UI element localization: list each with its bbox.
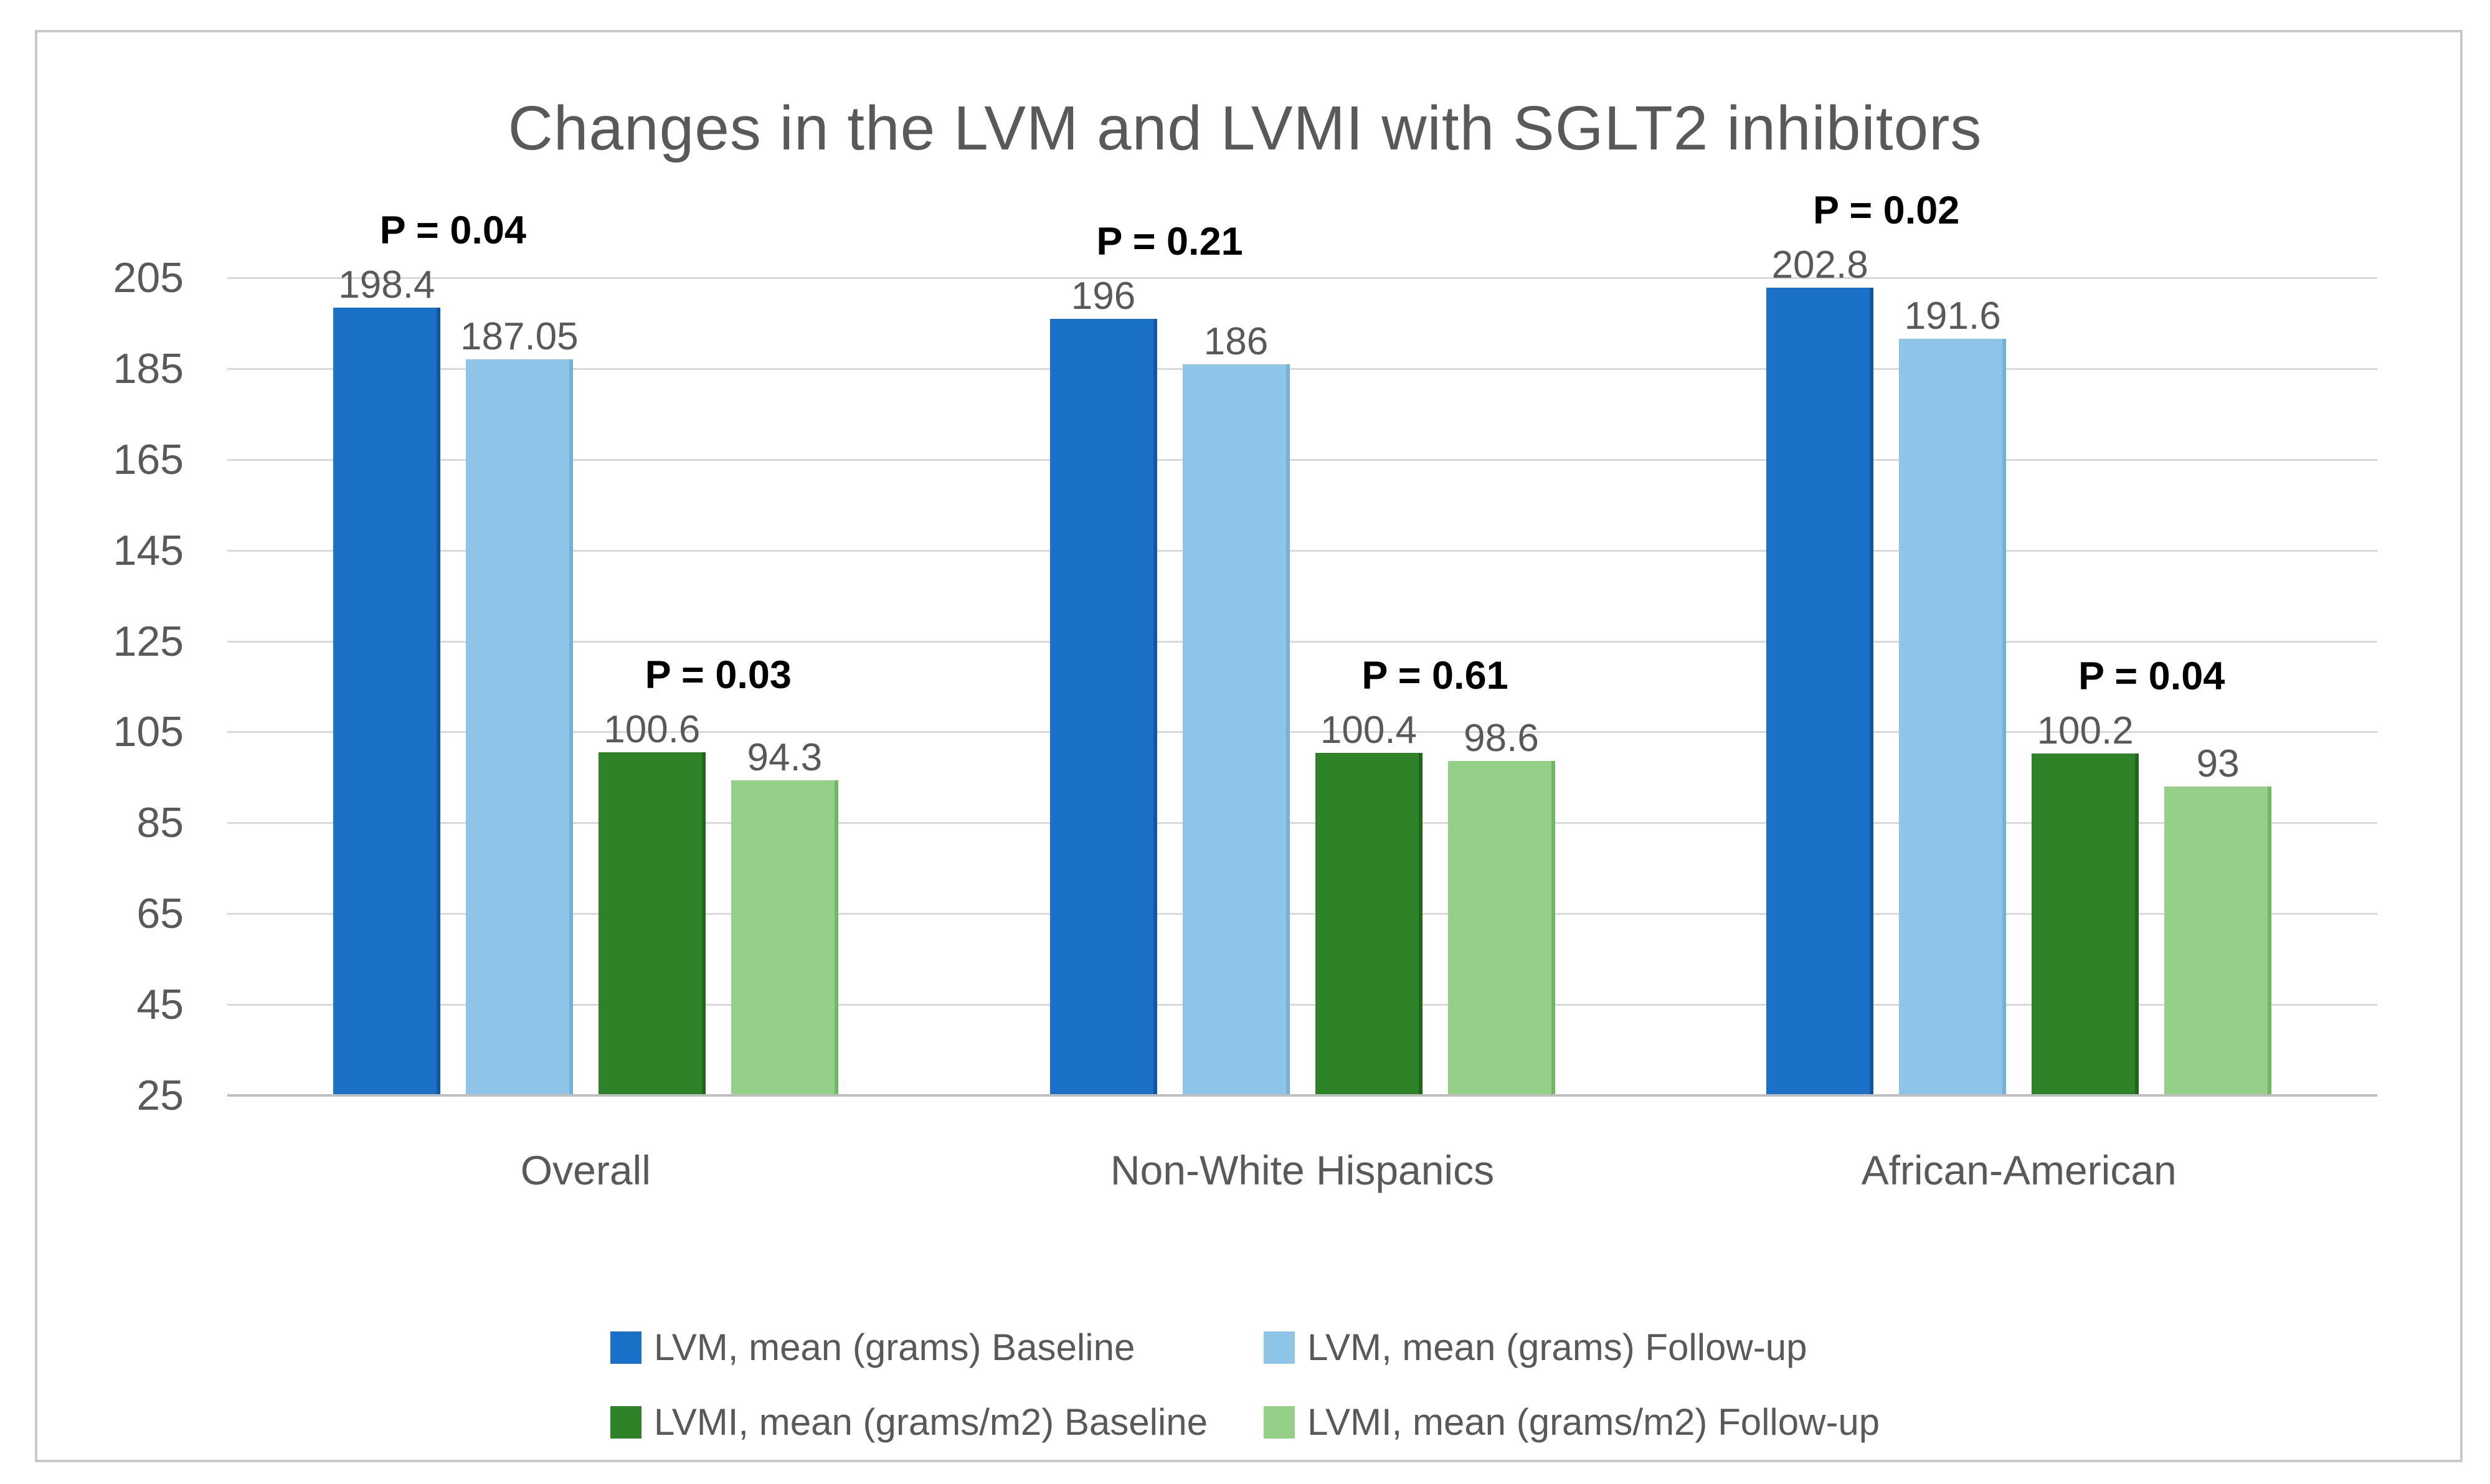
gridline-45 [227, 1004, 2377, 1006]
y-axis-tick-label-185: 185 [113, 344, 184, 392]
bar-value-label-lvmi-mean-grams-m2-follow-up-overall: 94.3 [747, 736, 823, 780]
bar-value-label-lvm-mean-grams-baseline-overall: 198.4 [338, 263, 435, 307]
legend-item-lvm-mean-grams-follow-up: LVM, mean (grams) Follow-up [1264, 1325, 1807, 1370]
legend-item-lvmi-mean-grams-m2-follow-up: LVMI, mean (grams/m2) Follow-up [1264, 1400, 1880, 1445]
legend-label: LVMI, mean (grams/m2) Follow-up [1307, 1401, 1880, 1443]
legend-swatch-icon [610, 1406, 641, 1439]
bar-lvm-mean-grams-follow-up-non-white-hispanics [1182, 364, 1290, 1095]
p-value-lvmi-non-white-hispanics: P = 0.61 [1361, 653, 1508, 697]
bar-lvmi-mean-grams-m2-follow-up-non-white-hispanics [1447, 761, 1555, 1095]
bar-value-label-lvm-mean-grams-follow-up-overall: 187.05 [460, 314, 579, 358]
bar-value-label-lvmi-mean-grams-m2-baseline-african-american: 100.2 [2037, 709, 2134, 753]
p-value-lvm-overall: P = 0.04 [379, 209, 526, 253]
chart-title: Changes in the LVM and LVMI with SGLT2 i… [508, 93, 1982, 163]
y-axis-tick-label-145: 145 [113, 526, 184, 574]
legend-label: LVMI, mean (grams/m2) Baseline [653, 1401, 1208, 1443]
gridline-205 [227, 277, 2377, 279]
legend-label: LVM, mean (grams) Follow-up [1307, 1326, 1807, 1368]
gridline-125 [227, 640, 2377, 643]
gridline-65 [227, 913, 2377, 915]
gridline-165 [227, 458, 2377, 461]
gridline-105 [227, 731, 2377, 734]
x-axis-category-label-non-white-hispanics: Non-White Hispanics [1110, 1147, 1495, 1193]
p-value-lvmi-african-american: P = 0.04 [2078, 655, 2225, 699]
figure-border [35, 30, 2463, 1462]
x-axis-category-label-overall: Overall [520, 1147, 651, 1193]
y-axis-tick-label-65: 65 [136, 890, 184, 938]
legend-swatch-icon [1264, 1406, 1295, 1439]
gridline-145 [227, 549, 2377, 552]
bar-value-label-lvm-mean-grams-follow-up-non-white-hispanics: 186 [1203, 319, 1269, 363]
y-axis-tick-label-85: 85 [136, 799, 184, 847]
p-value-lvmi-overall: P = 0.03 [645, 653, 792, 697]
bar-lvm-mean-grams-baseline-non-white-hispanics [1049, 318, 1157, 1095]
gridline-85 [227, 822, 2377, 825]
legend-label: LVM, mean (grams) Baseline [653, 1326, 1135, 1368]
y-axis-tick-label-105: 105 [113, 708, 184, 756]
bar-value-label-lvm-mean-grams-baseline-african-american: 202.8 [1771, 243, 1868, 287]
bar-value-label-lvmi-mean-grams-m2-baseline-non-white-hispanics: 100.4 [1320, 708, 1418, 752]
y-axis-tick-label-25: 25 [136, 1072, 184, 1119]
bar-value-label-lvmi-mean-grams-m2-follow-up-african-american: 93 [2196, 742, 2240, 785]
bar-value-label-lvmi-mean-grams-m2-baseline-overall: 100.6 [604, 707, 701, 751]
gridline-185 [227, 367, 2377, 370]
bar-lvm-mean-grams-follow-up-overall [465, 359, 573, 1095]
legend: LVM, mean (grams) Baseline LVM, mean (gra… [0, 1325, 2490, 1445]
bar-lvm-mean-grams-baseline-african-american [1766, 288, 1874, 1095]
legend-swatch-icon [1264, 1331, 1295, 1364]
legend-grid: LVM, mean (grams) Baseline LVM, mean (gra… [610, 1325, 1880, 1445]
x-axis-line [227, 1094, 2377, 1097]
bar-lvmi-mean-grams-m2-follow-up-african-american [2164, 786, 2272, 1095]
bar-lvmi-mean-grams-m2-baseline-non-white-hispanics [1315, 752, 1423, 1095]
bar-lvm-mean-grams-baseline-overall [333, 308, 440, 1095]
y-axis-tick-label-45: 45 [136, 981, 184, 1029]
bar-value-label-lvm-mean-grams-baseline-non-white-hispanics: 196 [1071, 274, 1136, 318]
legend-swatch-icon [610, 1331, 641, 1364]
y-axis-tick-label-165: 165 [113, 435, 184, 483]
legend-item-lvmi-mean-grams-m2-baseline: LVMI, mean (grams/m2) Baseline [610, 1400, 1208, 1445]
bar-lvmi-mean-grams-m2-baseline-african-american [2032, 754, 2139, 1095]
p-value-lvm-african-american: P = 0.02 [1813, 189, 1960, 233]
y-axis-tick-label-125: 125 [113, 617, 184, 665]
x-axis-category-label-african-american: African-American [1861, 1147, 2177, 1193]
p-value-lvm-non-white-hispanics: P = 0.21 [1096, 219, 1243, 263]
bar-lvm-mean-grams-follow-up-african-american [1899, 338, 2007, 1095]
bar-lvmi-mean-grams-m2-follow-up-overall [731, 780, 838, 1095]
bar-lvmi-mean-grams-m2-baseline-overall [598, 752, 706, 1095]
legend-item-lvm-mean-grams-baseline: LVM, mean (grams) Baseline [610, 1325, 1135, 1370]
y-axis-tick-label-205: 205 [113, 254, 184, 301]
bar-value-label-lvm-mean-grams-follow-up-african-american: 191.6 [1904, 294, 2001, 338]
bar-value-label-lvmi-mean-grams-m2-follow-up-non-white-hispanics: 98.6 [1464, 717, 1539, 760]
